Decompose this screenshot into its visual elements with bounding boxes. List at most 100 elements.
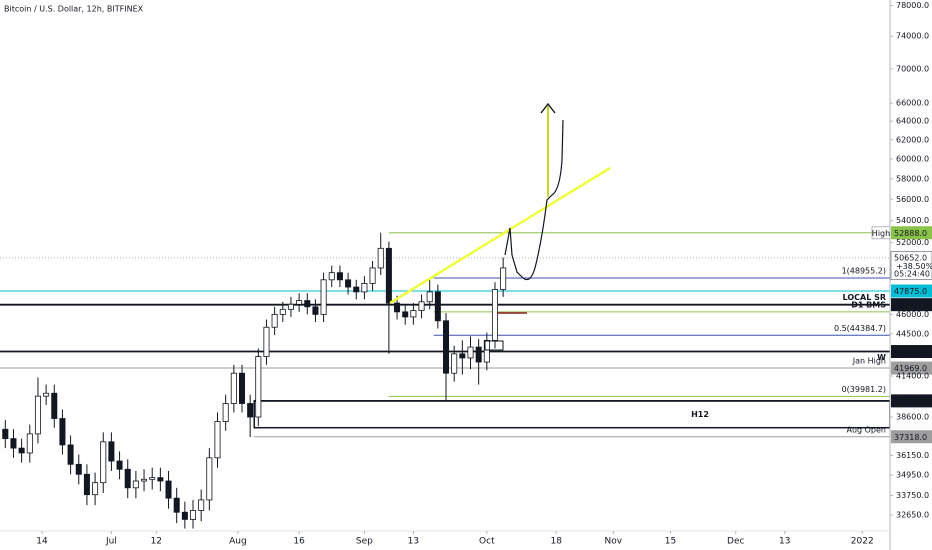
candle-body <box>124 468 131 489</box>
y-tick-label: 62000.0 <box>896 135 929 144</box>
current-price-label: 50652.0 <box>894 254 927 263</box>
candle-body <box>247 403 254 418</box>
current-countdown: 05:24:40 <box>894 270 930 279</box>
level-text: 0.5(44384.7) <box>834 324 886 333</box>
x-tick-label: Sep <box>356 537 373 547</box>
candle-body <box>451 353 458 374</box>
candle-body <box>320 279 327 315</box>
candle-body <box>173 497 180 513</box>
candle-body <box>116 460 123 470</box>
candle-body <box>206 457 213 501</box>
price-box <box>891 284 932 298</box>
candle-body <box>222 403 229 422</box>
candle-body <box>426 291 433 303</box>
candle-body <box>108 441 115 462</box>
candle-body <box>141 478 148 482</box>
price-box-label: 39678.0 <box>894 397 927 406</box>
x-tick-label: Jul <box>105 537 117 547</box>
price-box <box>891 361 932 375</box>
candle-body <box>443 320 450 374</box>
drawings <box>389 102 611 351</box>
price-tag-box <box>871 226 891 240</box>
candle-body <box>410 310 417 318</box>
candle-body <box>483 339 490 363</box>
projection-sketch <box>504 119 564 281</box>
x-tick-label: Nov <box>605 537 623 547</box>
candle-body <box>43 392 50 397</box>
candle-body <box>149 477 156 480</box>
y-tick-label: 38600.0 <box>896 412 929 421</box>
candle-body <box>100 441 107 484</box>
current-change: +38.50% <box>896 262 932 271</box>
x-tick-label: Aug <box>229 537 247 547</box>
candle-body <box>377 247 384 269</box>
candle-body <box>26 433 33 454</box>
y-tick-label: 74000.0 <box>896 32 929 41</box>
candle-body <box>165 480 172 499</box>
candle-body <box>190 510 197 520</box>
candle-body <box>198 499 205 511</box>
candle-body <box>255 356 262 418</box>
candle-body <box>287 303 294 310</box>
price-box-label: 37318.0 <box>894 433 927 442</box>
y-tick-label: 32650.0 <box>896 510 929 519</box>
candle-body <box>271 313 278 328</box>
y-tick-label: 64000.0 <box>896 117 929 126</box>
x-tick-label: 12 <box>151 537 162 547</box>
candle-body <box>467 346 474 359</box>
candle-body <box>59 418 66 446</box>
x-tick-label: 14 <box>36 537 48 547</box>
y-tick-label: 36150.0 <box>896 451 929 460</box>
price-box-label: 43171.0 <box>894 348 927 357</box>
y-tick-label: 41400.0 <box>896 372 929 381</box>
level-text: Aug Open <box>846 425 886 434</box>
y-tick-label: 66000.0 <box>896 99 929 108</box>
y-tick-label: 54000.0 <box>896 216 929 225</box>
y-tick-label: 34950.0 <box>896 471 929 480</box>
candle-body <box>491 289 499 341</box>
candle-body <box>312 306 319 315</box>
candle-body <box>385 247 392 304</box>
y-tick-label: 56000.0 <box>896 195 929 204</box>
candle-body <box>361 283 368 293</box>
candle-body <box>402 311 409 318</box>
candle-body <box>296 300 303 305</box>
x-tick-label: 13 <box>408 537 419 547</box>
price-box <box>891 430 932 444</box>
price-box <box>891 226 932 240</box>
y-tick-label: 52000.0 <box>896 238 929 247</box>
candle-body <box>279 308 286 315</box>
y-tick-label: 70000.0 <box>896 64 929 73</box>
candle-body <box>67 444 74 465</box>
candles-layer <box>2 232 507 529</box>
price-box-label: 41969.0 <box>894 364 927 373</box>
x-tick-label: 16 <box>293 537 305 547</box>
candle-body <box>328 272 335 281</box>
price-box-label: 46771.0 <box>894 301 927 310</box>
candle-body <box>304 300 311 308</box>
candle-body <box>345 279 352 288</box>
candle-body <box>10 438 17 449</box>
candle-body <box>500 267 507 290</box>
x-tick-label: Oct <box>479 537 495 547</box>
candle-body <box>434 291 441 322</box>
candle-body <box>459 353 466 359</box>
arrow-head <box>540 102 556 114</box>
x-tick-label: 13 <box>779 537 790 547</box>
candle-body <box>369 267 376 284</box>
chart-title: Bitcoin / U.S. Dollar, 12h, BITFINEX <box>4 5 144 14</box>
candle-body <box>230 372 237 404</box>
y-tick-label: 33750.0 <box>896 491 929 500</box>
candle-body <box>214 421 221 459</box>
y-tick-label: 78000.0 <box>896 1 929 10</box>
candle-body <box>475 346 482 363</box>
price-tag: High <box>872 229 890 238</box>
candle-body <box>157 477 164 482</box>
y-tick-label: 58000.0 <box>896 174 929 183</box>
candle-body <box>418 301 425 311</box>
